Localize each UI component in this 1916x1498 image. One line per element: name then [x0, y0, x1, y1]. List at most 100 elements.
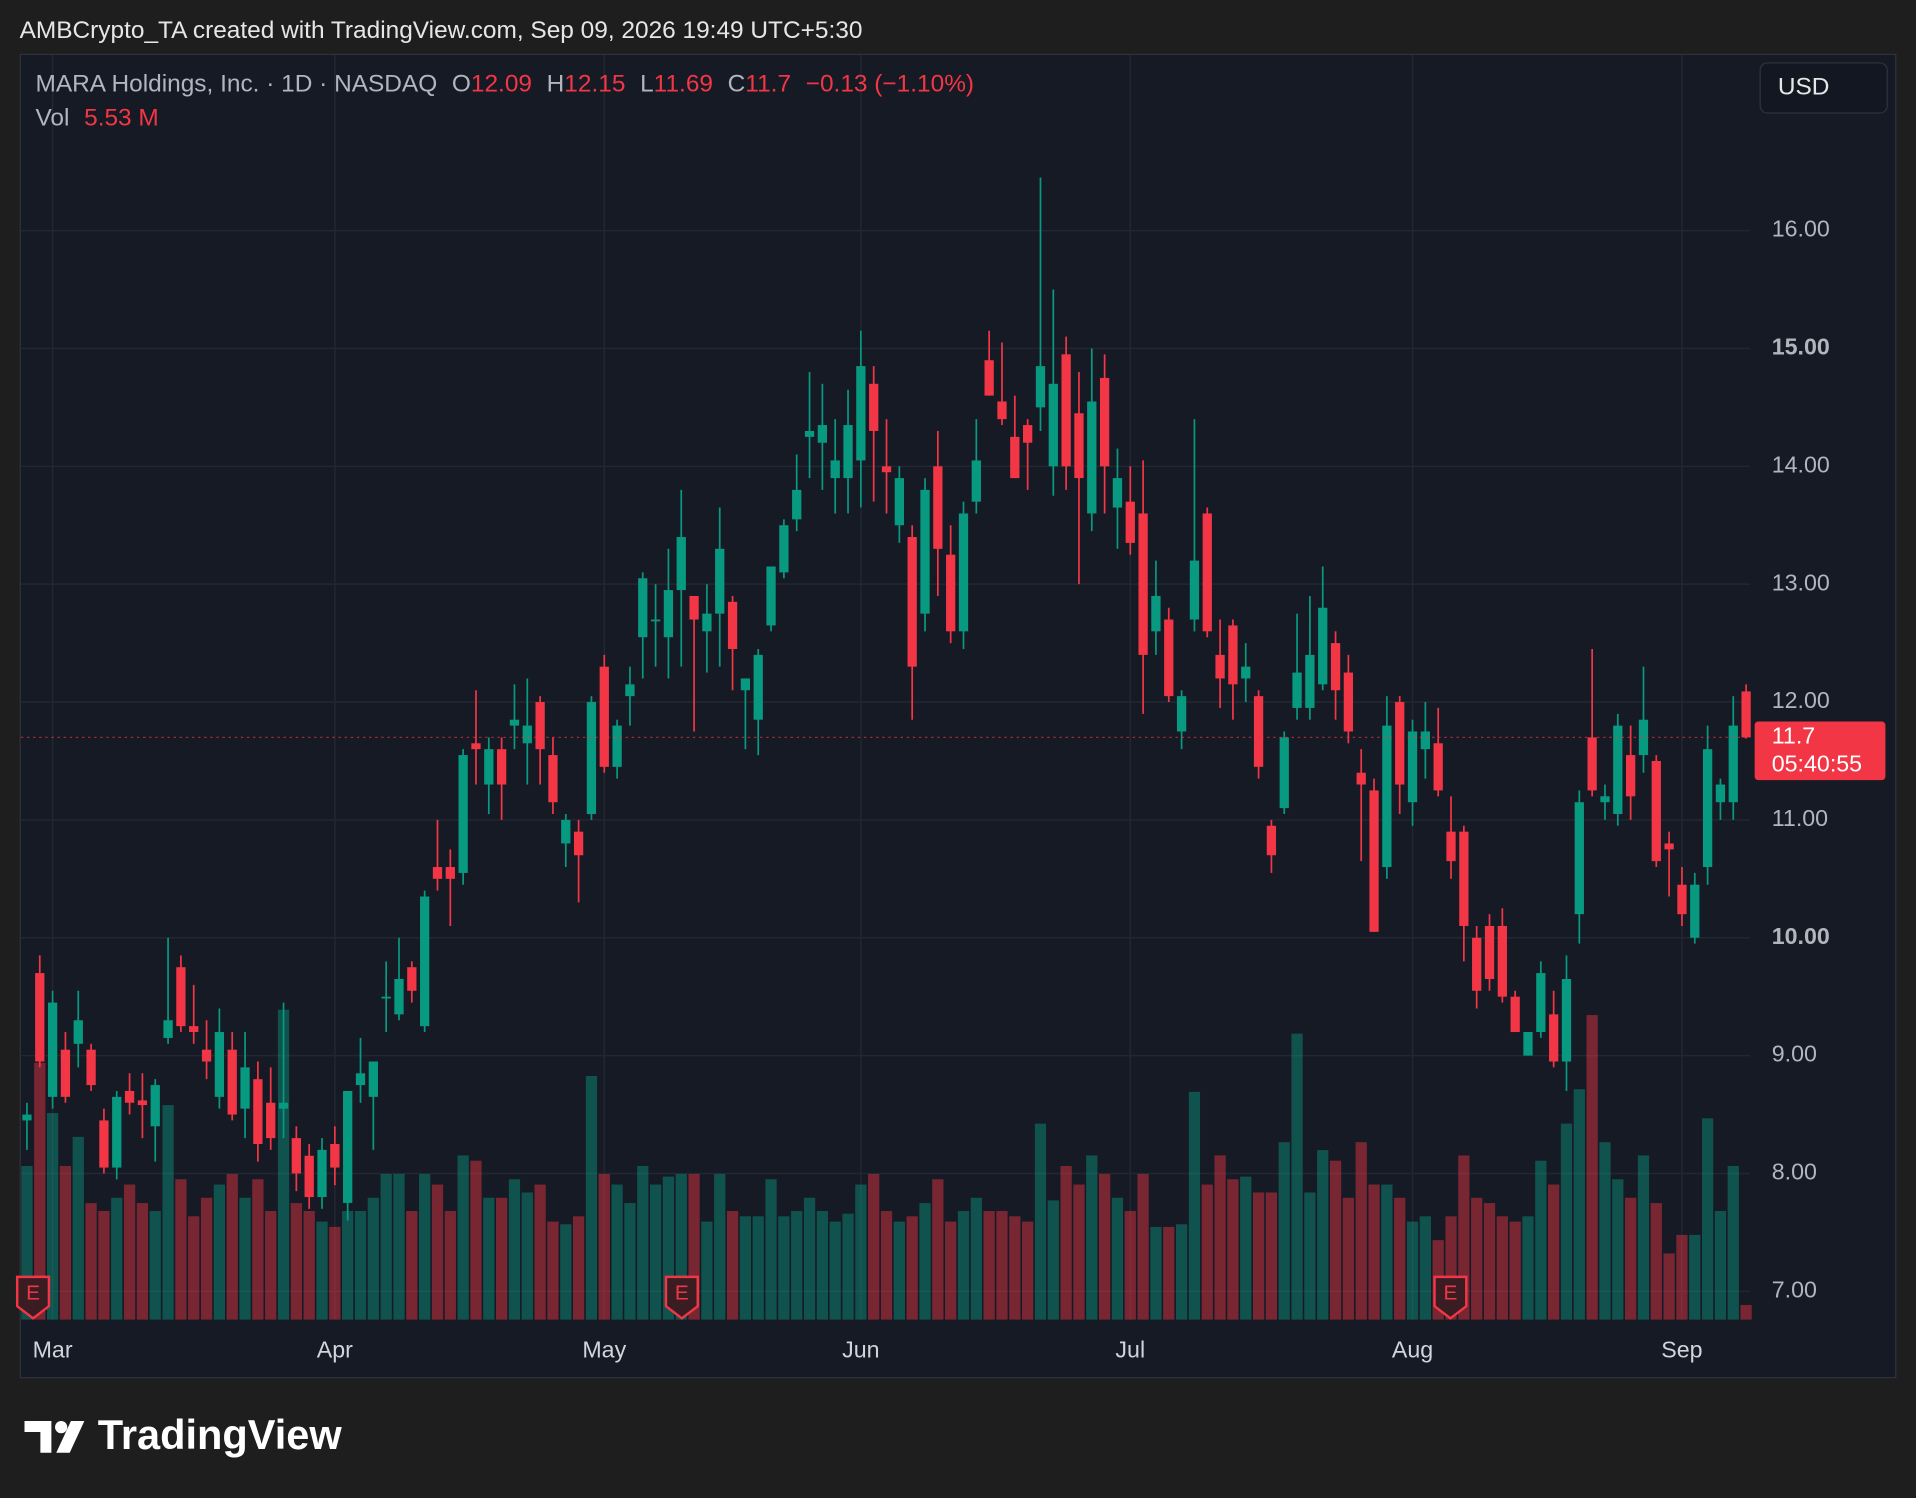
volume-bar [714, 1173, 726, 1320]
candle-body [1395, 702, 1405, 785]
legend-open: 12.09 [471, 71, 532, 98]
volume-bar [1496, 1216, 1508, 1320]
brand-logo: TradingView [24, 1411, 342, 1458]
volume-bar [1535, 1160, 1547, 1320]
volume-bar [1304, 1192, 1316, 1320]
earnings-badge[interactable] [664, 1275, 699, 1320]
volume-bar [175, 1179, 187, 1320]
earnings-badge[interactable] [15, 1275, 51, 1320]
candle-body [702, 613, 712, 632]
earnings-markers: E E E [15, 1275, 1468, 1320]
volume-bar [1419, 1216, 1431, 1320]
volume-bar [265, 1211, 277, 1320]
earnings-label[interactable]: E [675, 1281, 689, 1304]
grid [20, 54, 1750, 1320]
volume-bar [303, 1211, 315, 1320]
volume-bar [98, 1211, 110, 1320]
candle-body [612, 725, 622, 767]
volume-bar [1317, 1150, 1329, 1320]
legend-volume: Vol 5.53 M [35, 105, 158, 132]
volume-bar [380, 1173, 392, 1320]
volume-bar [1240, 1176, 1252, 1320]
candle-body [1574, 802, 1584, 915]
volume-bar [85, 1203, 97, 1320]
volume-bar [855, 1184, 867, 1320]
volume-bar [1342, 1197, 1355, 1320]
candle-body [1715, 784, 1726, 803]
candle-body [1292, 672, 1302, 708]
volume-bar [1111, 1197, 1124, 1320]
candle-body [214, 1032, 225, 1097]
volume-bar [1060, 1166, 1072, 1320]
candle-body [779, 525, 789, 573]
currency-label[interactable]: USD [1778, 73, 1830, 100]
candle-body [266, 1102, 276, 1139]
earnings-label[interactable]: E [26, 1281, 40, 1304]
x-tick-label: Jul [1115, 1337, 1145, 1363]
volume-bar [1625, 1197, 1637, 1320]
volume-bar [1073, 1184, 1085, 1320]
candle-body [1484, 925, 1495, 979]
candle-body [1472, 937, 1482, 991]
candle-body [1202, 513, 1212, 632]
candle-body [1241, 666, 1251, 679]
candle-body [278, 1102, 289, 1109]
candle-body [1561, 978, 1572, 1062]
candle-body [638, 578, 648, 638]
candle-body [869, 383, 879, 431]
candle-body [60, 1049, 71, 1097]
y-tick-label: 16.00 [1772, 216, 1830, 242]
volume-bar [1150, 1226, 1162, 1320]
volume-bar [1612, 1179, 1624, 1320]
volume-bar [521, 1192, 533, 1320]
candle-body [676, 537, 686, 591]
candle-body [1112, 478, 1123, 508]
candle-body [894, 478, 904, 526]
candle-body [1459, 831, 1469, 926]
volume-bar [880, 1211, 893, 1320]
volume-bar [1522, 1216, 1534, 1320]
volume-bar [816, 1211, 828, 1320]
volume-bar [829, 1221, 841, 1320]
volume-bar [1586, 1015, 1598, 1320]
candle-body [958, 513, 969, 632]
volume-bar [778, 1216, 790, 1320]
candle-body [1215, 654, 1225, 679]
currency-button[interactable] [1759, 62, 1888, 114]
y-tick-label: 15.00 [1772, 334, 1830, 360]
candle-body [599, 666, 609, 767]
volume-bar [1278, 1142, 1290, 1320]
candle-body [522, 725, 532, 744]
candle-body [368, 1061, 378, 1097]
volume-bar [572, 1216, 585, 1320]
volume-bar [893, 1221, 905, 1320]
candle-body [73, 1020, 83, 1044]
candle-body [496, 749, 507, 785]
candle-body [1536, 973, 1546, 1033]
volume-bar [444, 1211, 456, 1320]
volume-bar [1047, 1200, 1059, 1320]
earnings-label[interactable]: E [1443, 1281, 1457, 1304]
legend-low: 11.69 [654, 71, 713, 98]
volume-bar [316, 1221, 328, 1320]
y-tick-label: 11.00 [1772, 805, 1828, 831]
volume-bar [1201, 1184, 1213, 1320]
volume-bar [483, 1197, 495, 1320]
legend-low-label: L [640, 71, 654, 98]
volume-bar [226, 1173, 238, 1320]
candle-body [1446, 831, 1456, 862]
earnings-badge[interactable] [1433, 1275, 1468, 1320]
candle-body [47, 1002, 58, 1097]
candle-body [843, 425, 853, 479]
volume-bar [1086, 1155, 1098, 1320]
volume-bar [996, 1211, 1008, 1320]
candle-body [727, 601, 738, 649]
volume-bar [1406, 1221, 1419, 1320]
candle-body [1549, 1014, 1559, 1062]
candle-body [946, 554, 956, 632]
volume-bar [136, 1203, 149, 1320]
candle-body [1356, 772, 1366, 785]
volume-bar [945, 1221, 957, 1320]
y-tick-label: 12.00 [1772, 687, 1830, 713]
volume-bar [598, 1173, 610, 1320]
